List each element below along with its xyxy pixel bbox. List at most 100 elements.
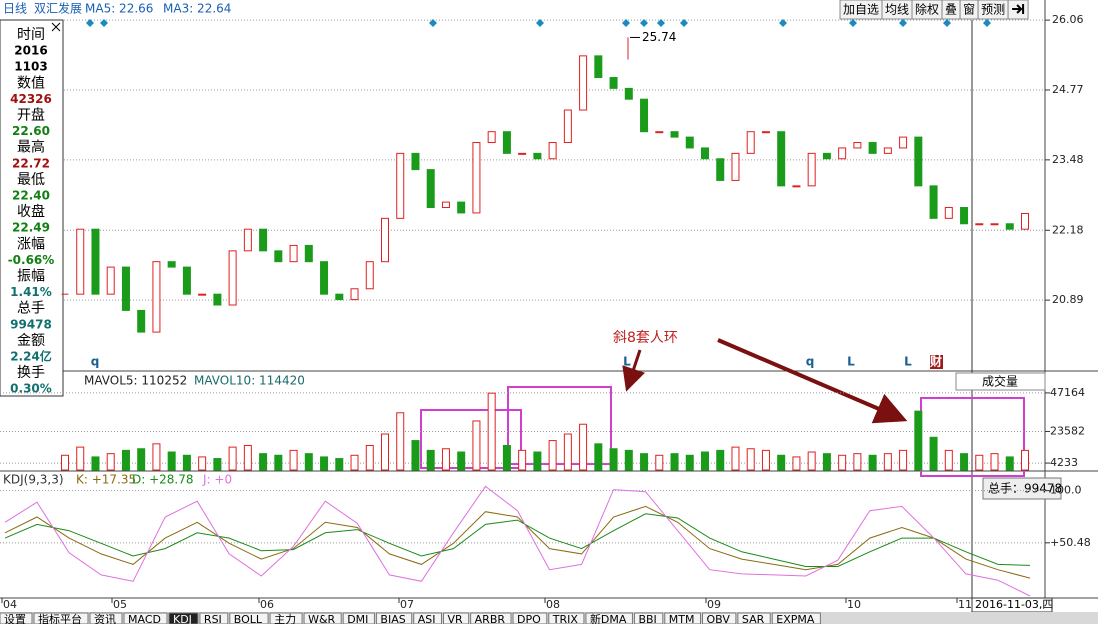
tab[interactable]: ARBR <box>470 612 512 624</box>
indicator-select[interactable] <box>955 372 1046 391</box>
event-marker[interactable] <box>100 19 108 27</box>
tab[interactable]: 设置 <box>0 612 33 624</box>
tab-label[interactable]: W&R <box>308 613 335 624</box>
tab[interactable]: EXPMA <box>771 612 821 624</box>
tab[interactable]: RSI <box>199 612 229 624</box>
indicator-select-label[interactable]: 成交量 <box>982 374 1018 389</box>
close-icon[interactable] <box>51 22 61 32</box>
tab[interactable]: DMI <box>342 612 375 624</box>
tab-bg[interactable] <box>442 612 470 624</box>
event-marker[interactable] <box>429 19 437 27</box>
tab[interactable]: DPO <box>512 612 548 624</box>
tab-bg[interactable] <box>470 612 512 624</box>
toolbar-button[interactable]: 预测 <box>977 0 1009 20</box>
tab-label[interactable]: DMI <box>347 613 368 624</box>
tab-label[interactable]: MTM <box>669 613 695 624</box>
tab-bg[interactable] <box>701 612 737 624</box>
tab-bg[interactable] <box>771 612 821 624</box>
tab-label[interactable]: 指标平台 <box>38 612 82 624</box>
tab-label[interactable]: VR <box>447 613 463 624</box>
tab[interactable]: W&R <box>303 612 342 624</box>
event-marker[interactable] <box>657 19 665 27</box>
event-label[interactable]: L <box>904 355 912 369</box>
tab[interactable]: 资讯 <box>89 612 123 624</box>
toolbar-button[interactable]: 加自选 <box>839 0 883 20</box>
period[interactable]: 日线 <box>3 2 27 16</box>
tab-bg[interactable] <box>512 612 548 624</box>
tab-bg[interactable] <box>585 612 633 624</box>
tab-bg[interactable] <box>303 612 342 624</box>
tab-label[interactable]: 设置 <box>4 613 26 624</box>
tab[interactable]: KDJ <box>168 612 199 624</box>
tab-label[interactable]: TRIX <box>552 613 579 624</box>
button-label[interactable]: 除权 <box>915 2 939 17</box>
tab[interactable]: 指标平台 <box>33 612 89 624</box>
event-marker[interactable] <box>680 19 688 27</box>
event-marker[interactable] <box>622 19 630 27</box>
tab-label[interactable]: ASI <box>418 613 436 624</box>
tab[interactable]: MTM <box>664 612 701 624</box>
toolbar-button[interactable]: 均线 <box>881 0 913 20</box>
tab[interactable]: 主力 <box>269 612 303 624</box>
tab[interactable]: BOLL <box>229 612 269 624</box>
tab-bg[interactable] <box>413 612 442 624</box>
event-label[interactable]: L <box>847 355 855 369</box>
tab-label[interactable]: BIAS <box>380 613 405 624</box>
tab-bg[interactable] <box>737 612 771 624</box>
event-marker[interactable] <box>849 19 857 27</box>
tab[interactable]: MACD <box>123 612 168 624</box>
event-marker[interactable] <box>943 19 951 27</box>
event-marker[interactable] <box>899 19 907 27</box>
tab-label[interactable]: SAR <box>742 613 765 624</box>
event-marker[interactable] <box>536 19 544 27</box>
toolbar-button[interactable]: 窗 <box>959 0 979 20</box>
button-label[interactable]: 预测 <box>981 3 1005 17</box>
tab-bg[interactable] <box>548 612 585 624</box>
tab-label[interactable]: RSI <box>204 613 222 624</box>
tab-label[interactable]: DPO <box>517 613 541 624</box>
tab-bg[interactable] <box>0 612 33 624</box>
tab-label[interactable]: ARBR <box>475 613 506 624</box>
tab-label[interactable]: BOLL <box>234 613 263 624</box>
button-label[interactable]: 窗 <box>963 3 975 17</box>
tab-bg[interactable] <box>342 612 375 624</box>
tab[interactable]: SAR <box>737 612 771 624</box>
event-marker[interactable] <box>779 19 787 27</box>
event-marker[interactable] <box>86 19 94 27</box>
button-label[interactable]: 均线 <box>885 3 909 17</box>
tab-bg[interactable] <box>123 612 168 624</box>
tab-label[interactable]: 主力 <box>274 613 296 624</box>
tab[interactable]: OBV <box>701 612 737 624</box>
event-marker[interactable] <box>640 19 648 27</box>
tab-bg[interactable] <box>199 612 229 624</box>
tab-label[interactable]: BBI <box>638 613 656 624</box>
tab-bg[interactable] <box>33 612 89 624</box>
tab-bg[interactable] <box>664 612 701 624</box>
tab[interactable]: VR <box>442 612 470 624</box>
tab-label[interactable]: MACD <box>128 613 161 624</box>
tab[interactable]: TRIX <box>548 612 585 624</box>
tab-bg[interactable] <box>375 612 413 624</box>
event-label[interactable]: q <box>806 355 815 369</box>
tab-bg[interactable] <box>168 612 199 624</box>
tab-label[interactable]: KDJ <box>173 613 192 624</box>
button-label[interactable]: 叠 <box>945 3 957 17</box>
event-marker[interactable] <box>983 19 991 27</box>
tab-bg[interactable] <box>229 612 269 624</box>
tab-label[interactable]: EXPMA <box>776 613 815 624</box>
toolbar-button[interactable]: 叠 <box>941 0 961 20</box>
tab-label[interactable]: 资讯 <box>94 613 116 624</box>
tab[interactable]: 新DMA <box>585 612 633 624</box>
tab-bg[interactable] <box>633 612 664 624</box>
tab-label[interactable]: 新DMA <box>590 612 627 624</box>
event-label[interactable]: L <box>623 355 631 369</box>
button-label[interactable]: 加自选 <box>843 3 879 17</box>
tab-bg[interactable] <box>89 612 123 624</box>
tab-bg[interactable] <box>269 612 303 624</box>
tab-label[interactable]: OBV <box>706 613 730 624</box>
tab[interactable]: BBI <box>633 612 664 624</box>
toolbar-button[interactable]: 除权 <box>911 0 943 20</box>
tab[interactable]: ASI <box>413 612 442 624</box>
tab[interactable]: BIAS <box>375 612 413 624</box>
event-label[interactable]: q <box>91 355 100 369</box>
